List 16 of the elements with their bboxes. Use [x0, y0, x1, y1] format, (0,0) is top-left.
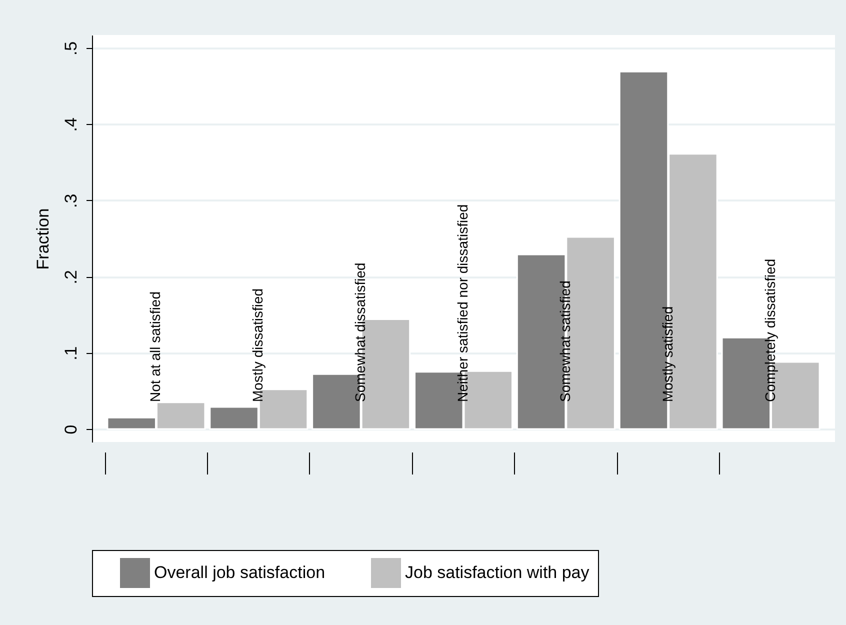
x-tick-label: Completely dissatisfied — [762, 258, 778, 402]
x-tick-label: Somewhat dissatisfied — [352, 262, 368, 402]
y-tick-label: .1 — [62, 346, 80, 360]
x-tick-label: Mostly dissatisfied — [250, 288, 266, 402]
x-tick-label: Somewhat satisfied — [556, 280, 573, 402]
y-tick-label: .2 — [62, 270, 80, 284]
legend-label: Job satisfaction with pay — [405, 563, 590, 582]
y-axis-title: Fraction — [34, 208, 52, 270]
legend-label: Overall job satisfaction — [154, 563, 326, 582]
x-tick-label: Neither satisfied nor dissatisfied — [454, 204, 470, 402]
x-tick-label: Not at all satisfied — [147, 292, 164, 402]
y-tick-label: .5 — [62, 41, 80, 56]
y-tick-label: 0 — [62, 424, 80, 434]
y-tick-label: .3 — [62, 194, 80, 208]
x-tick-label: Mostly satisfied — [659, 306, 676, 402]
y-tick-label: .4 — [62, 118, 80, 132]
